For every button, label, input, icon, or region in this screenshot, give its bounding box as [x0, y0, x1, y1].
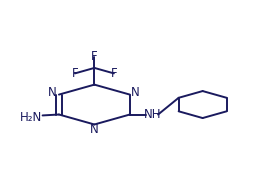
Text: NH: NH	[144, 108, 161, 121]
Text: F: F	[91, 50, 98, 64]
Text: F: F	[72, 67, 78, 80]
Text: N: N	[48, 86, 57, 99]
Text: N: N	[90, 123, 99, 136]
Text: N: N	[131, 86, 140, 99]
Text: F: F	[110, 67, 117, 80]
Text: H₂N: H₂N	[20, 111, 42, 124]
